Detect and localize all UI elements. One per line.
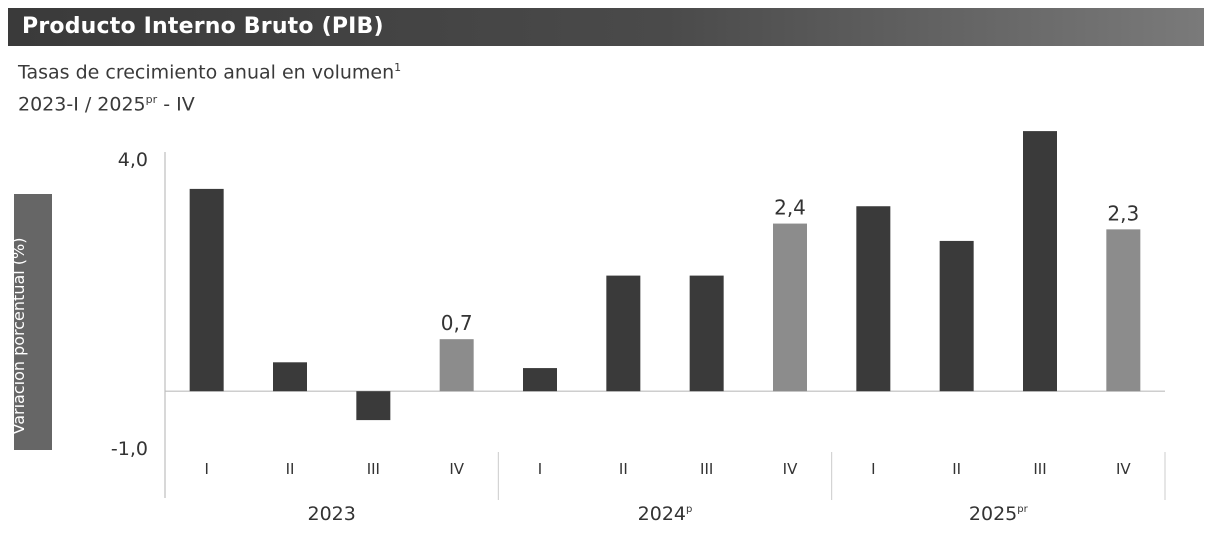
subtitle-line-2: 2023-I / 2025pr - IV xyxy=(18,93,195,116)
bar xyxy=(606,275,641,392)
bar xyxy=(356,391,391,421)
x-tick-label: III xyxy=(367,460,380,478)
group-label: 2025pr xyxy=(969,503,1029,525)
x-tick-label: II xyxy=(286,460,295,478)
bar xyxy=(773,223,807,392)
bar xyxy=(856,206,891,392)
bar xyxy=(939,240,974,392)
bar xyxy=(689,275,724,392)
bar xyxy=(1023,131,1057,392)
x-tick-label: I xyxy=(538,460,542,478)
x-tick-label: III xyxy=(700,460,713,478)
x-tick-label: I xyxy=(204,460,208,478)
data-label: 0,7 xyxy=(441,311,473,335)
y-axis-label-box xyxy=(14,194,52,450)
x-tick-label: IV xyxy=(449,460,464,478)
data-label: 2,4 xyxy=(774,196,806,220)
bar xyxy=(439,339,474,392)
x-tick-label: IV xyxy=(1116,460,1131,478)
x-tick-label: IV xyxy=(783,460,798,478)
group-label: 2024p xyxy=(638,503,693,525)
x-tick-label: I xyxy=(871,460,875,478)
subtitle-line-1: Tasas de crecimiento anual en volumen1 xyxy=(18,61,402,84)
data-label: 2,3 xyxy=(1107,201,1139,225)
x-tick-label: II xyxy=(619,460,628,478)
bar xyxy=(523,368,557,392)
chart-subtitle: Tasas de crecimiento anual en volumen1 2… xyxy=(18,54,401,119)
y-tick-label: -1,0 xyxy=(111,438,148,460)
bar xyxy=(1106,229,1141,392)
bar xyxy=(189,188,224,392)
y-tick-label: 4,0 xyxy=(118,149,148,171)
title-bar: Producto Interno Bruto (PIB) xyxy=(8,8,1204,46)
x-tick-label: II xyxy=(952,460,961,478)
chart-title: Producto Interno Bruto (PIB) xyxy=(22,14,384,39)
group-label: 2023 xyxy=(307,503,355,525)
bar xyxy=(273,362,307,392)
x-tick-label: III xyxy=(1033,460,1046,478)
